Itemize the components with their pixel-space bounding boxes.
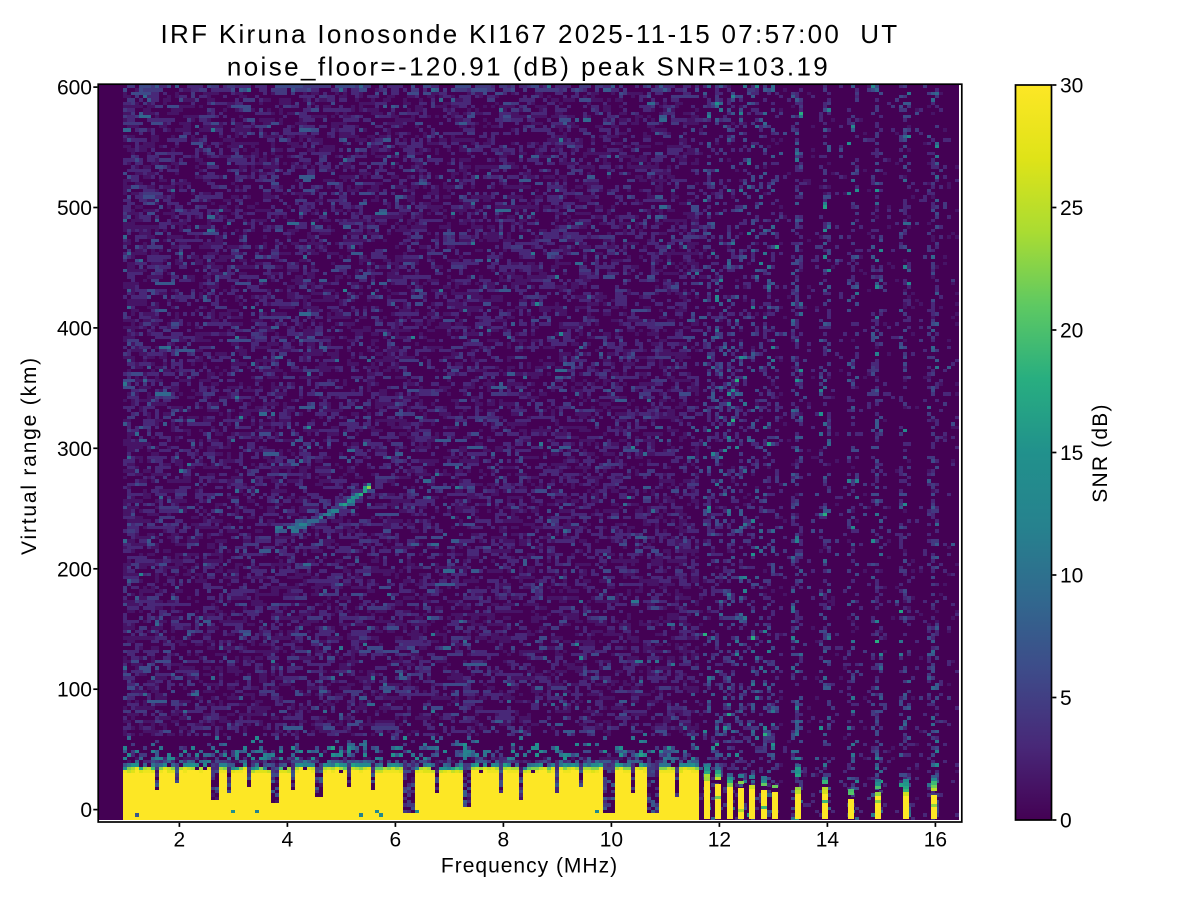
svg-text:100: 100 <box>57 679 92 702</box>
svg-text:8: 8 <box>498 829 510 852</box>
svg-text:600: 600 <box>57 77 92 100</box>
svg-text:200: 200 <box>57 558 92 581</box>
svg-text:14: 14 <box>816 829 840 852</box>
svg-text:12: 12 <box>708 829 731 852</box>
svg-text:400: 400 <box>57 317 92 340</box>
svg-text:0: 0 <box>1060 810 1072 833</box>
svg-text:10: 10 <box>1060 565 1083 588</box>
svg-text:IRF Kiruna Ionosonde KI167 202: IRF Kiruna Ionosonde KI167 2025-11-15 07… <box>161 19 900 49</box>
svg-text:300: 300 <box>57 438 92 461</box>
svg-text:2: 2 <box>174 829 186 852</box>
svg-text:noise_floor=-120.91 (dB) peak: noise_floor=-120.91 (dB) peak SNR=103.19 <box>227 52 830 82</box>
svg-text:4: 4 <box>282 829 294 852</box>
svg-text:20: 20 <box>1060 320 1083 343</box>
svg-text:25: 25 <box>1060 197 1083 220</box>
svg-text:500: 500 <box>57 197 92 220</box>
svg-text:15: 15 <box>1060 442 1083 465</box>
svg-text:Frequency (MHz): Frequency (MHz) <box>441 855 618 878</box>
svg-text:0: 0 <box>80 799 92 822</box>
svg-text:6: 6 <box>390 829 402 852</box>
svg-text:Virtual range (km): Virtual range (km) <box>18 356 41 555</box>
svg-text:10: 10 <box>600 829 623 852</box>
svg-text:30: 30 <box>1060 75 1083 98</box>
svg-text:5: 5 <box>1060 687 1072 710</box>
svg-text:SNR (dB): SNR (dB) <box>1089 403 1112 502</box>
svg-text:16: 16 <box>924 829 947 852</box>
